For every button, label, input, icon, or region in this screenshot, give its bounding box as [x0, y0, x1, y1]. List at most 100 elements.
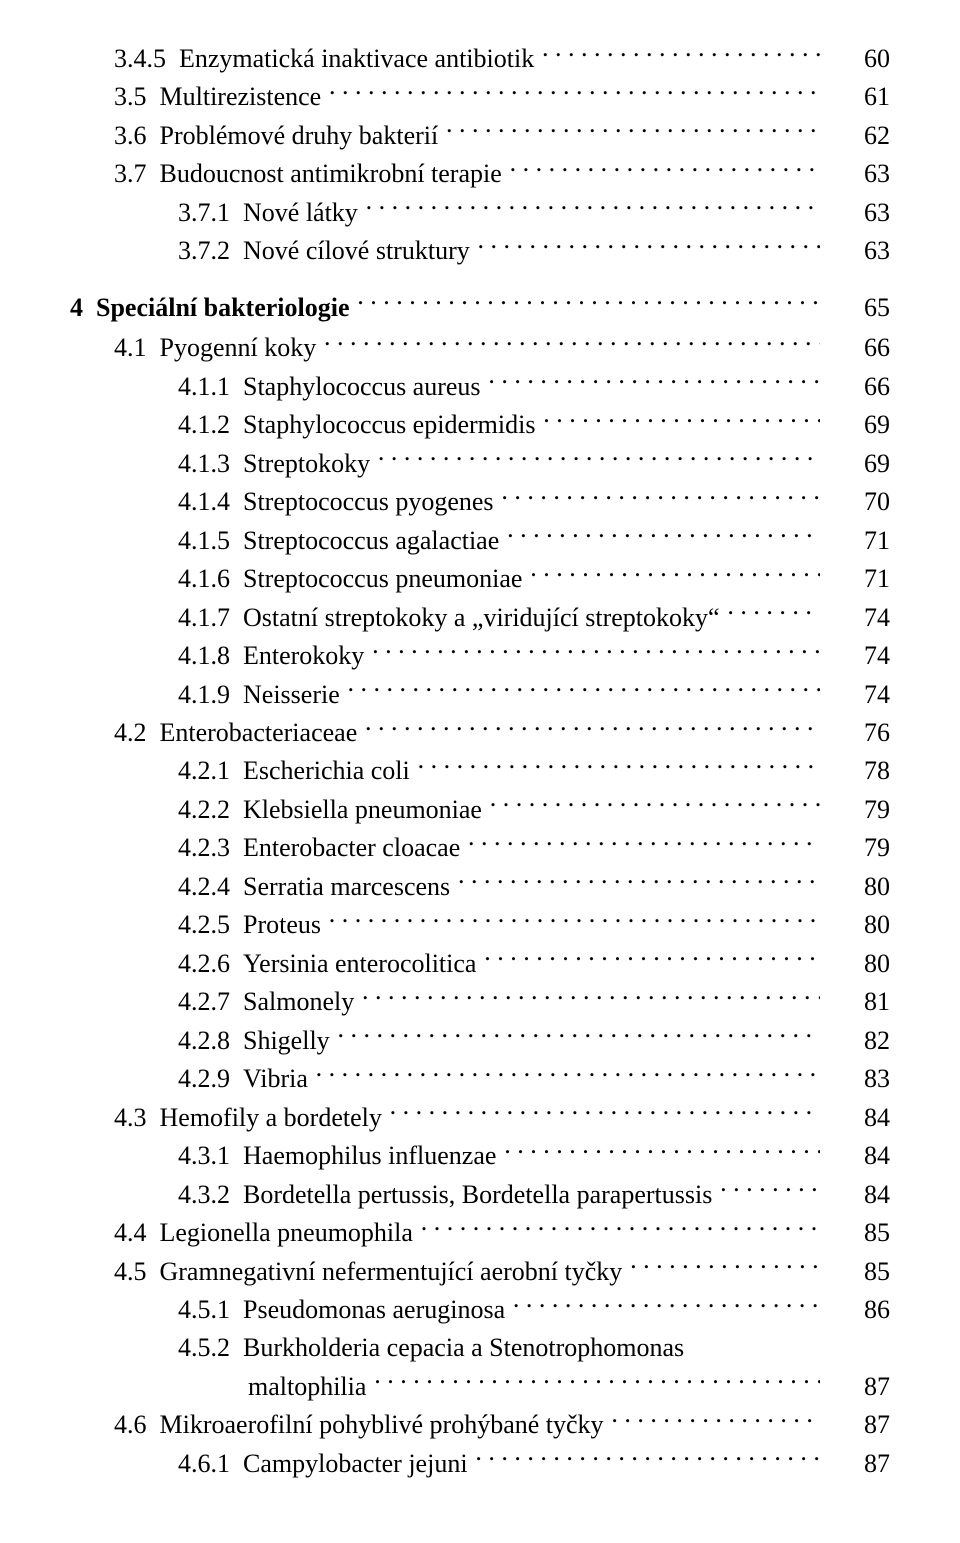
- toc-number: 3.4.5: [114, 40, 179, 78]
- toc-number: 4.2.4: [178, 868, 243, 906]
- dot-leader: [372, 638, 820, 664]
- toc-page-number: 85: [820, 1214, 890, 1252]
- toc-page-number: 69: [820, 445, 890, 483]
- dot-leader: [542, 41, 820, 67]
- toc-title: Budoucnost antimikrobní terapie: [160, 155, 510, 193]
- toc-number: 4.5.1: [178, 1291, 243, 1329]
- toc-title: Staphylococcus aureus: [243, 368, 488, 406]
- toc-entry: 4.6Mikroaerofilní pohyblivé prohýbané ty…: [70, 1406, 890, 1444]
- toc-entry: 4.2.5Proteus80: [70, 906, 890, 944]
- toc-page-number: 70: [820, 483, 890, 521]
- toc-number: 4.5: [114, 1253, 160, 1291]
- toc-title: Hemofily a bordetely: [160, 1099, 390, 1137]
- toc-title: Bordetella pertussis, Bordetella paraper…: [243, 1176, 720, 1214]
- dot-leader: [507, 523, 820, 549]
- toc-page-number: 83: [820, 1060, 890, 1098]
- toc-page-number: 81: [820, 983, 890, 1021]
- toc-entry: 4.2Enterobacteriaceae76: [70, 714, 890, 752]
- toc-page-number: 80: [820, 868, 890, 906]
- toc-number: 4.1.1: [178, 368, 243, 406]
- toc-entry: 4.2.1Escherichia coli78: [70, 752, 890, 790]
- toc-number: 3.7: [114, 155, 160, 193]
- toc-entry: 4.1.6Streptococcus pneumoniae71: [70, 560, 890, 598]
- toc-entry: 4.5.1Pseudomonas aeruginosa 86: [70, 1291, 890, 1329]
- toc-entry: 4.3.1Haemophilus influenzae84: [70, 1137, 890, 1175]
- toc-page-number: 79: [820, 791, 890, 829]
- toc-entry-continuation: maltophilia87: [70, 1368, 890, 1406]
- toc-number: 4.2.3: [178, 829, 243, 867]
- toc-title-cont: maltophilia: [248, 1368, 374, 1406]
- toc-number: 3.6: [114, 117, 160, 155]
- toc-entry: 4.1.3Streptokoky69: [70, 445, 890, 483]
- toc-page-number: 74: [820, 637, 890, 675]
- toc-title: Streptococcus pneumoniae: [243, 560, 530, 598]
- toc-entry: 3.7.1Nové látky63: [70, 194, 890, 232]
- toc-title: Streptococcus pyogenes: [243, 483, 501, 521]
- dot-leader: [501, 484, 819, 510]
- toc-entry: 4.5Gramnegativní nefermentující aerobní …: [70, 1253, 890, 1291]
- dot-leader: [478, 233, 820, 259]
- dot-leader: [366, 195, 820, 221]
- toc-title: Enzymatická inaktivace antibiotik: [179, 40, 542, 78]
- toc-page-number: 71: [820, 522, 890, 560]
- toc-entry: 4Speciální bakteriologie65: [70, 289, 890, 327]
- dot-leader: [374, 1369, 820, 1395]
- toc-title: Ostatní streptokoky a „viridující strept…: [243, 599, 727, 637]
- dot-leader: [329, 79, 820, 105]
- toc-page-number: 78: [820, 752, 890, 790]
- toc-entry: 4.2.6Yersinia enterocolitica80: [70, 945, 890, 983]
- toc-page-number: 79: [820, 829, 890, 867]
- toc-entry: 4.2.2Klebsiella pneumoniae79: [70, 791, 890, 829]
- dot-leader: [421, 1215, 820, 1241]
- toc-page-number: 61: [820, 78, 890, 116]
- toc-title: Multirezistence: [160, 78, 330, 116]
- toc-page-number: 71: [820, 560, 890, 598]
- toc-number: 4.1.9: [178, 676, 243, 714]
- dot-leader: [468, 830, 820, 856]
- toc-page-number: 80: [820, 906, 890, 944]
- toc-number: 4.1: [114, 329, 160, 367]
- toc-page-number: 63: [820, 232, 890, 270]
- toc-number: 4.2.5: [178, 906, 243, 944]
- toc-title: Speciální bakteriologie: [96, 289, 357, 327]
- toc-title: Pyogenní koky: [160, 329, 325, 367]
- toc-page-number: 86: [820, 1291, 890, 1329]
- toc-title: Mikroaerofilní pohyblivé prohýbané tyčky: [160, 1406, 612, 1444]
- toc-number: 3.7.2: [178, 232, 243, 270]
- dot-leader: [337, 1023, 819, 1049]
- toc-number: 4.1.4: [178, 483, 243, 521]
- toc-title: Enterokoky: [243, 637, 372, 675]
- toc-entry: 4.1.2Staphylococcus epidermidis69: [70, 406, 890, 444]
- toc-entry: 4.1.8Enterokoky 74: [70, 637, 890, 675]
- toc-number: 4.1.8: [178, 637, 243, 675]
- toc-page-number: 85: [820, 1253, 890, 1291]
- toc-number: 4.2: [114, 714, 160, 752]
- dot-leader: [488, 369, 819, 395]
- toc-number: 4.6.1: [178, 1445, 243, 1483]
- toc-number: 4.2.8: [178, 1022, 243, 1060]
- dot-leader: [720, 1177, 820, 1203]
- toc-title: Haemophilus influenzae: [243, 1137, 504, 1175]
- toc-title: Legionella pneumophila: [160, 1214, 421, 1252]
- toc-title: Streptokoky: [243, 445, 378, 483]
- dot-leader: [513, 1292, 820, 1318]
- dot-leader: [329, 907, 820, 933]
- toc-page-number: 69: [820, 406, 890, 444]
- toc-title: Problémové druhy bakterií: [160, 117, 447, 155]
- toc-entry: 3.5Multirezistence61: [70, 78, 890, 116]
- toc-page-number: 87: [820, 1445, 890, 1483]
- dot-leader: [727, 600, 819, 626]
- toc-title: Yersinia enterocolitica: [243, 945, 484, 983]
- dot-leader: [390, 1100, 820, 1126]
- toc-title: Klebsiella pneumoniae: [243, 791, 490, 829]
- toc-page-number: 84: [820, 1176, 890, 1214]
- toc-entry: 4.1.4Streptococcus pyogenes 70: [70, 483, 890, 521]
- dot-leader: [365, 715, 820, 741]
- toc-page-number: 66: [820, 329, 890, 367]
- toc-number: 4.2.7: [178, 983, 243, 1021]
- toc-entry: 4.1.9Neisserie74: [70, 676, 890, 714]
- toc-entry: 4.1Pyogenní koky 66: [70, 329, 890, 367]
- toc-number: 4.2.1: [178, 752, 243, 790]
- toc-title: Pseudomonas aeruginosa: [243, 1291, 513, 1329]
- toc-page-number: 84: [820, 1099, 890, 1137]
